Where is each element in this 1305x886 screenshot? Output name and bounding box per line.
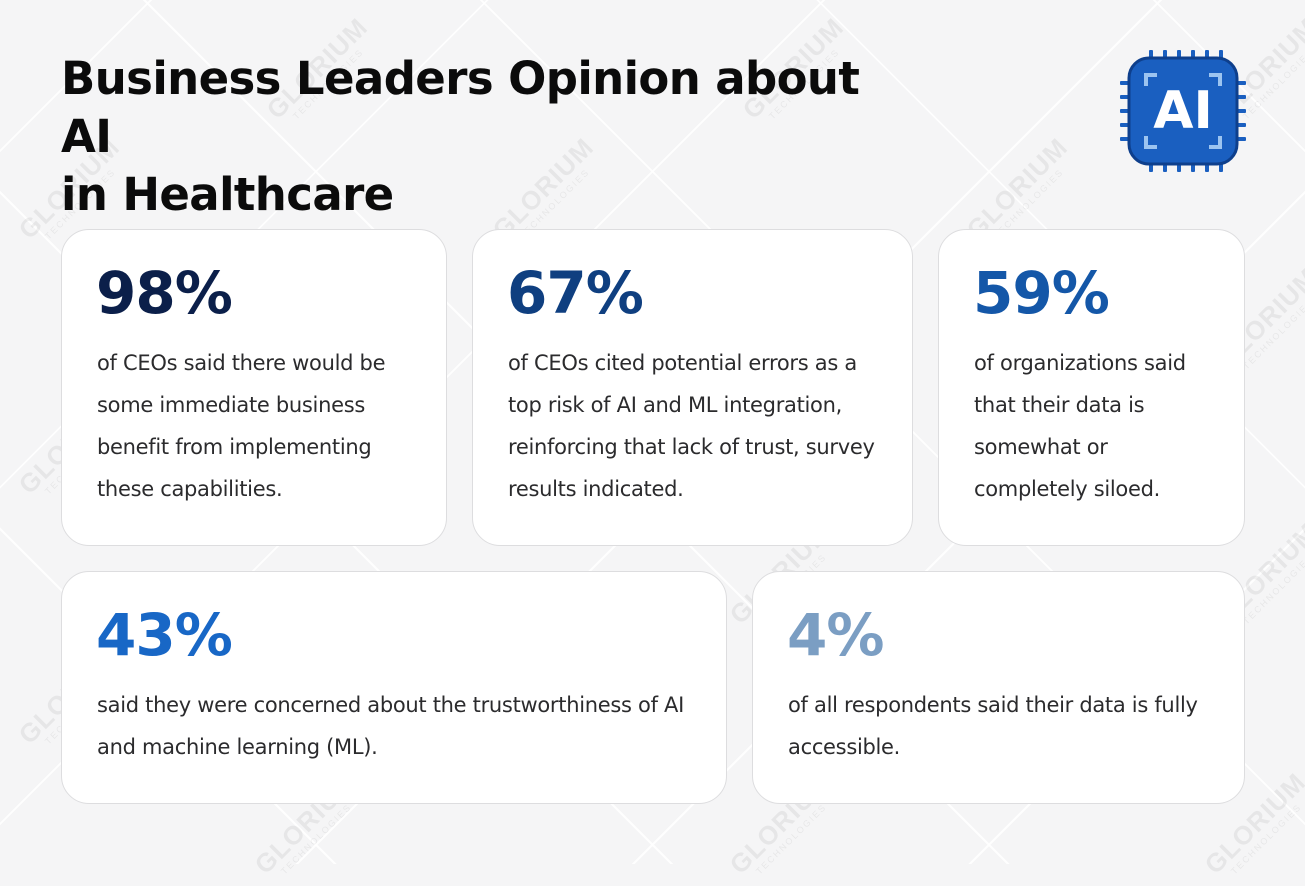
- stat-description: said they were concerned about the trust…: [97, 693, 685, 759]
- stat-description: of organizations said that their data is…: [974, 351, 1186, 501]
- stat-value: 98%: [96, 259, 233, 327]
- page-title-line-2: in Healthcare: [61, 168, 394, 221]
- stat-value: 4%: [787, 601, 884, 669]
- stat-card: 59% of organizations said that their dat…: [938, 229, 1245, 546]
- stat-value: 67%: [507, 259, 644, 327]
- page-title-line-1: Business Leaders Opinion about AI: [61, 52, 860, 163]
- stat-description: of CEOs cited potential errors as a top …: [508, 351, 875, 501]
- stat-description: of CEOs said there would be some immedia…: [97, 351, 386, 501]
- stat-description: of all respondents said their data is fu…: [788, 693, 1198, 759]
- stat-value: 59%: [973, 259, 1110, 327]
- stat-card: 43% said they were concerned about the t…: [61, 571, 727, 804]
- stat-card: 4% of all respondents said their data is…: [752, 571, 1245, 804]
- stat-card: 98% of CEOs said there would be some imm…: [61, 229, 447, 546]
- stat-card: 67% of CEOs cited potential errors as a …: [472, 229, 913, 546]
- ai-chip-icon: AI: [1120, 48, 1246, 174]
- page-title: Business Leaders Opinion about AI in Hea…: [61, 50, 921, 224]
- stat-value: 43%: [96, 601, 233, 669]
- svg-text:AI: AI: [1153, 81, 1213, 141]
